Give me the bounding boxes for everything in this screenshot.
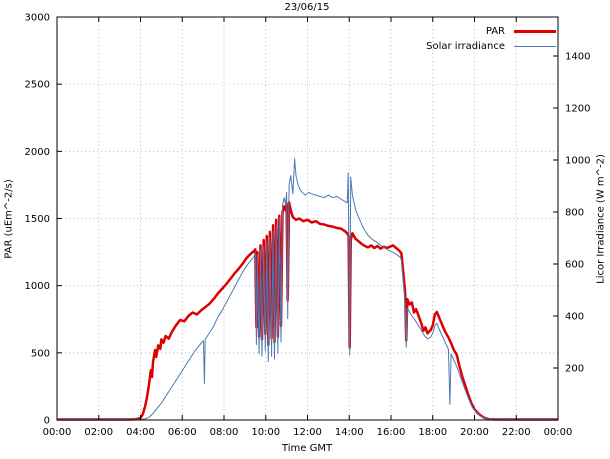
solar-irradiance-line-swatch	[514, 46, 556, 47]
legend: PAR Solar irradiance	[426, 24, 556, 54]
y-tick-label: 1000	[25, 281, 50, 292]
x-tick-label: 10:00	[251, 427, 280, 438]
x-tick-label: 02:00	[84, 427, 113, 438]
y-tick-label: 0	[44, 416, 50, 427]
x-tick-label: 20:00	[460, 427, 489, 438]
y2-tick-label: 1000	[565, 156, 590, 167]
legend-label-solar-irradiance: Solar irradiance	[426, 41, 505, 52]
x-tick-label: 08:00	[210, 427, 239, 438]
y-tick-label: 3000	[25, 13, 50, 24]
x-tick-label: 18:00	[418, 427, 447, 438]
y-tick-label: 2500	[25, 80, 50, 91]
par-line-swatch	[514, 30, 556, 33]
legend-label-par: PAR	[485, 26, 505, 37]
series-line-par	[57, 201, 558, 421]
x-tick-label: 00:00	[544, 427, 573, 438]
y2-tick-label: 1400	[565, 52, 590, 63]
y2-tick-label: 200	[565, 364, 584, 375]
y2-axis-label: Licor Irradiance (W m^-2)	[595, 154, 607, 284]
y-tick-label: 500	[31, 348, 50, 359]
series-line-solar-irradiance	[57, 158, 558, 420]
x-tick-label: 06:00	[168, 427, 197, 438]
legend-item-par: PAR	[426, 24, 556, 39]
y-tick-label: 1500	[25, 214, 50, 225]
legend-item-solar-irradiance: Solar irradiance	[426, 39, 556, 54]
x-tick-label: 12:00	[293, 427, 322, 438]
chart-title: 23/06/15	[284, 2, 330, 13]
x-tick-label: 04:00	[126, 427, 155, 438]
y2-tick-label: 800	[565, 208, 584, 219]
x-tick-label: 22:00	[502, 427, 531, 438]
x-tick-label: 14:00	[335, 427, 364, 438]
y2-tick-label: 400	[565, 312, 584, 323]
x-tick-label: 00:00	[43, 427, 72, 438]
x-tick-label: 16:00	[377, 427, 406, 438]
x-axis-label: Time GMT	[281, 443, 333, 454]
y-axis-label: PAR (uEm^-2/s)	[3, 179, 15, 259]
y-tick-label: 2000	[25, 147, 50, 158]
y2-tick-label: 600	[565, 260, 584, 271]
y2-tick-label: 1200	[565, 104, 590, 115]
